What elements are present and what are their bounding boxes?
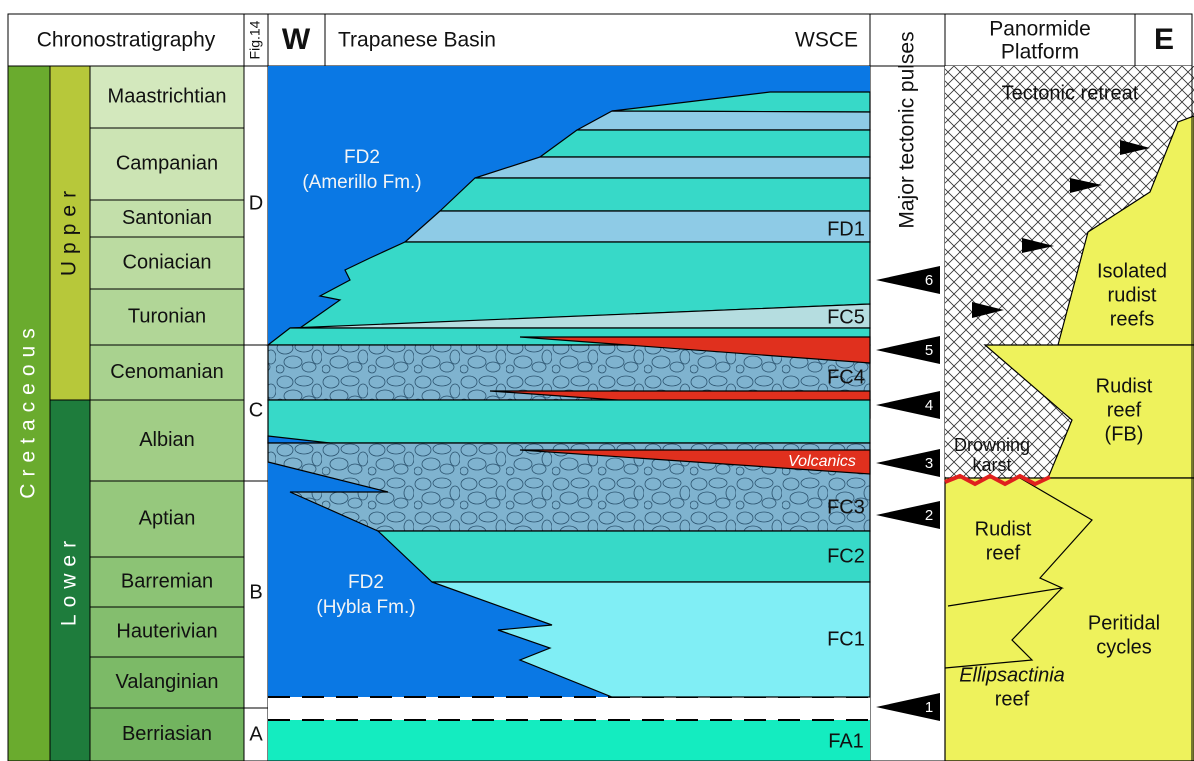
unit-label: FC4 [827,366,865,388]
unit-label: FD1 [827,218,865,240]
platform-label: (FB) [1105,423,1144,445]
epoch-label: Lower [58,534,81,626]
stage-label: Valanginian [115,671,218,693]
platform-label: reef [995,688,1030,710]
chronostratigraphy: Cretaceous Upper Lower Maastrichtian Camp… [8,66,244,761]
stage-label: Coniacian [123,251,212,273]
pulse-number: 2 [925,507,933,524]
platform-label: Rudist [975,518,1032,540]
formation-label: (Amerillo Fm.) [302,172,421,193]
epoch-label: Upper [58,184,81,276]
header-basin: Trapanese Basin [338,29,496,52]
unit-label: B [249,581,262,603]
stage-label: Campanian [116,152,218,174]
platform-label: reefs [1110,308,1154,330]
volcanics-label: Volcanics [788,453,856,470]
platform-label: Tectonic retreat [1002,82,1139,104]
unit-label: FC2 [827,545,865,567]
platform-label: Isolated [1097,260,1167,282]
stratigraphic-diagram: Chronostratigraphy Fig.14 W Trapanese Ba… [0,0,1194,761]
platform-label: Drowning [954,435,1030,455]
header-wsce: WSCE [795,29,858,52]
platform-label: Peritidal [1088,612,1160,634]
header-platform: Panormide [989,18,1091,41]
stage-label: Barremian [121,570,213,592]
platform-label: reef [1107,399,1142,421]
header-east: E [1154,23,1174,56]
header-platform: Platform [1001,41,1079,64]
unit-label: C [249,399,263,421]
header-west: W [282,23,311,56]
header-chrono: Chronostratigraphy [37,29,216,52]
pulse-number: 4 [925,397,933,414]
platform-label: karst [972,455,1011,475]
pulse-number: 5 [925,342,933,359]
unit-label: FC3 [827,496,865,518]
pulse-number: 6 [925,272,933,289]
unit-label: D [249,192,263,214]
formation-label: FD2 [348,572,384,593]
stage-label: Albian [139,429,195,451]
panormide-platform: Tectonic retreat Isolated rudist reefs R… [945,66,1194,761]
pulses-title: Major tectonic pulses [896,31,919,228]
unit-label: FC1 [827,628,865,650]
stage-label: Maastrichtian [108,85,227,107]
unit-label: FA1 [828,730,864,752]
stage-label: Cenomanian [110,361,223,383]
pulse-number: 1 [925,699,933,716]
header-fig: Fig.14 [247,20,263,59]
unit-label: A [249,723,263,745]
unit-label: FC5 [827,306,865,328]
stage-label: Hauterivian [116,620,217,642]
stage-label: Aptian [139,507,196,529]
platform-label: Ellipsactinia [959,664,1065,686]
trapanese-basin: Volcanics FD2 (Amerillo Fm.) FD2 (Hybla … [268,66,870,761]
platform-label: Rudist [1096,375,1153,397]
platform-label: reef [986,542,1021,564]
stage-label: Santonian [122,207,212,229]
tectonic-pulses: Major tectonic pulses 6 5 4 3 2 1 [876,31,940,721]
platform-label: cycles [1096,636,1152,658]
formation-label: FD2 [344,147,380,168]
stage-label: Berriasian [122,723,212,745]
period-label: Cretaceous [17,321,40,498]
platform-label: rudist [1108,284,1157,306]
pulse-number: 3 [925,455,933,472]
formation-label: (Hybla Fm.) [316,597,415,618]
stage-label: Turonian [128,305,206,327]
